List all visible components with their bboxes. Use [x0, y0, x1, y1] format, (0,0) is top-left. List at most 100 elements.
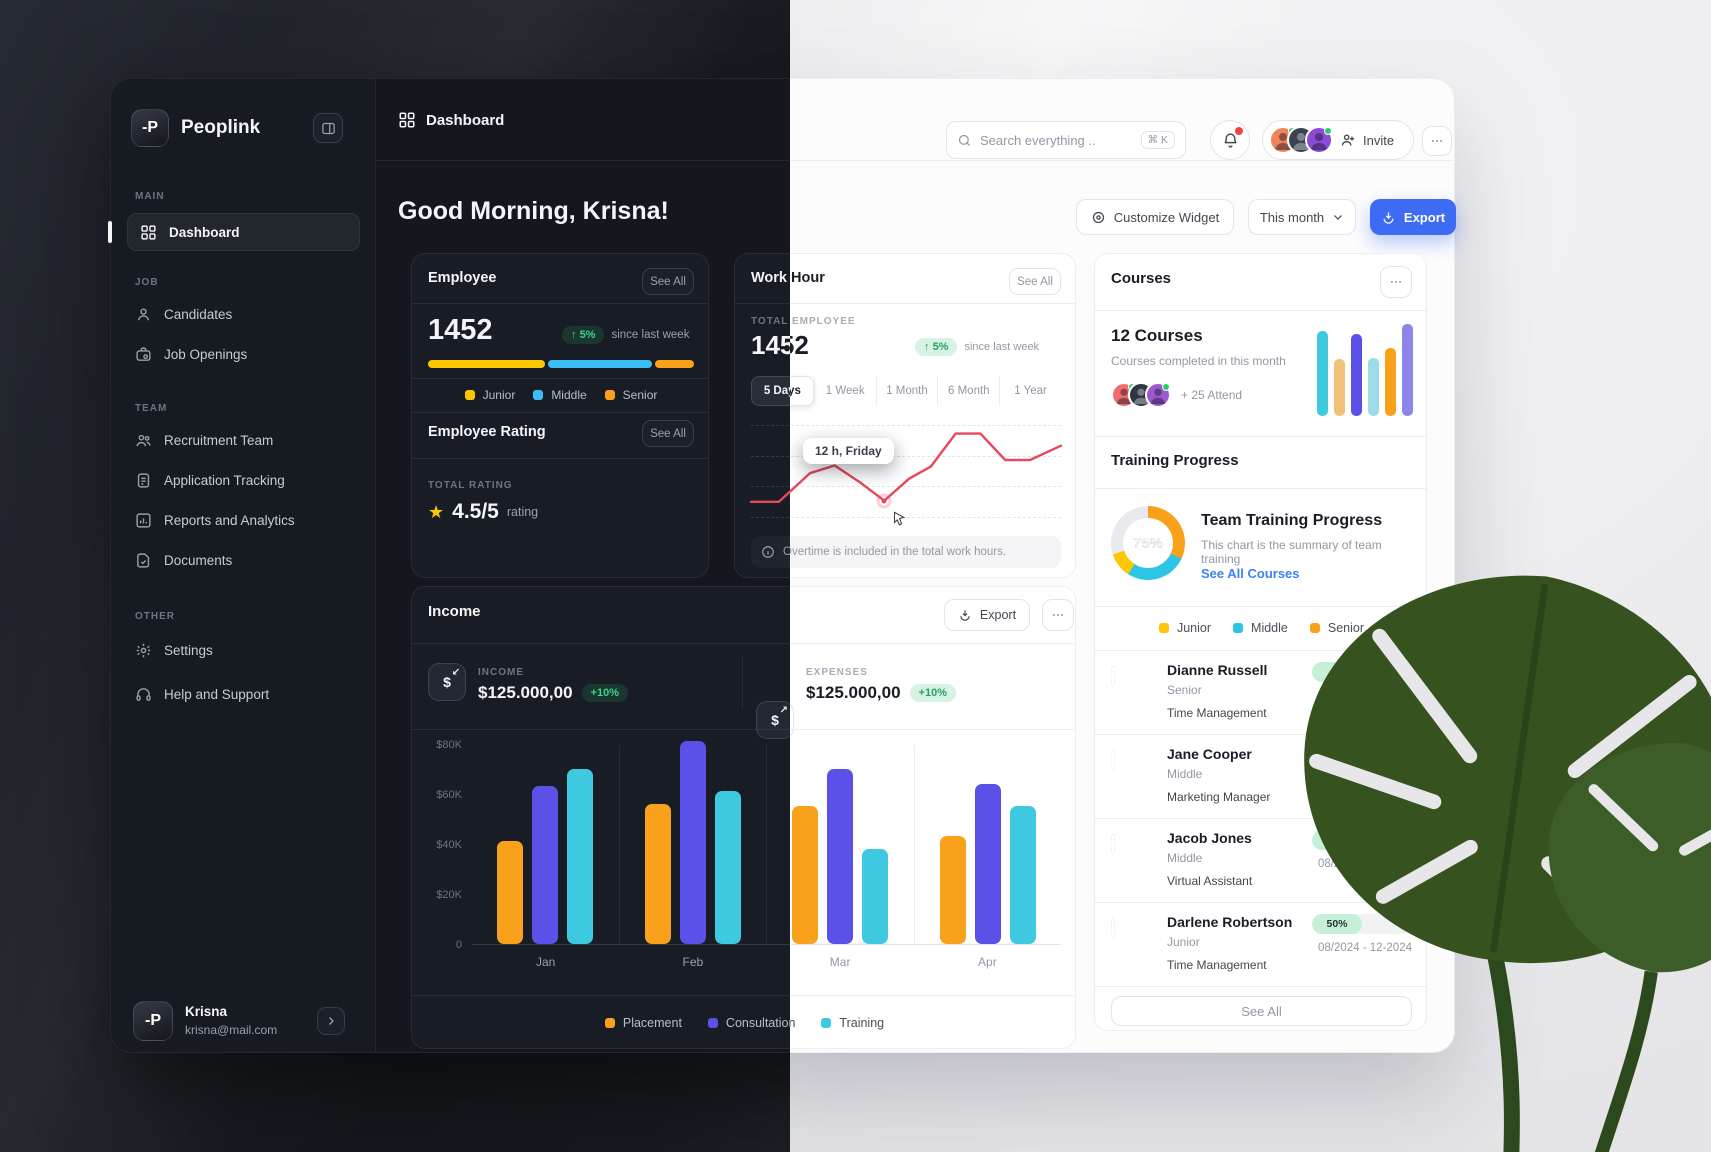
sidebar-item-application-tracking[interactable]: Application Tracking: [135, 467, 285, 493]
see-all-courses-link[interactable]: See All Courses: [1201, 566, 1300, 581]
customize-icon: [1092, 211, 1104, 223]
income-bar-group: [472, 745, 619, 944]
sidebar-item-label: Application Tracking: [164, 472, 285, 488]
team-training-title: Team Training Progress: [1201, 512, 1383, 529]
sidebar-item-dashboard[interactable]: Dashboard: [127, 213, 360, 251]
trainee-level: Middle: [1167, 851, 1203, 865]
tab-1-month[interactable]: 1 Month: [875, 376, 938, 406]
invite-button[interactable]: Invite: [1262, 120, 1414, 160]
employee-see-all-button[interactable]: See All: [642, 268, 694, 295]
employee-total: 1452: [428, 314, 493, 346]
courses-mini-bar: [1385, 348, 1396, 416]
sidebar: -P Peoplink MAIN Dashboard JOB Candidate…: [108, 79, 376, 1052]
sidebar-item-settings[interactable]: Settings: [135, 637, 213, 663]
income-export-button[interactable]: Export: [944, 599, 1030, 631]
sidebar-item-documents[interactable]: Documents: [135, 547, 232, 573]
middle-legend-dot: [1233, 623, 1244, 633]
divider: [412, 458, 708, 459]
courses-subtitle: Courses completed in this month: [1111, 354, 1286, 368]
person-icon: [137, 307, 150, 320]
employee-rating-title: Employee Rating: [428, 424, 546, 440]
trainee-role: Marketing Manager: [1167, 790, 1271, 804]
income-delta-badge: +10%: [581, 684, 628, 702]
customize-widget-button[interactable]: Customize Widget: [1076, 199, 1234, 235]
income-title: Income: [428, 603, 481, 620]
work-hour-see-all-button[interactable]: See All: [1009, 268, 1061, 295]
divider: [742, 657, 743, 709]
employee-delta: 5%: [579, 329, 596, 341]
gridline: [790, 455, 1061, 457]
main-area: Dashboard ⌘ K: [751, 79, 1456, 1052]
courses-more-button[interactable]: [1380, 266, 1412, 298]
trainee-role: Time Management: [1167, 958, 1267, 972]
sidebar-item-candidates[interactable]: Candidates: [135, 301, 232, 327]
tab-5-days[interactable]: 5 Days: [790, 376, 814, 406]
period-select[interactable]: This month: [1248, 199, 1356, 235]
work-hour-title: Work Hour: [790, 270, 825, 286]
rating-see-all-button[interactable]: See All: [642, 420, 694, 447]
placement-legend-dot: [604, 1017, 615, 1028]
income-y-axis: $80K $60K $40K $20K 0: [418, 739, 462, 951]
income-bar: [862, 849, 889, 944]
sidebar-item-label: Job Openings: [164, 346, 248, 362]
ellipsis-icon: [1431, 140, 1443, 142]
arrow-in-icon: ↙: [451, 667, 460, 678]
sidebar-item-job-openings[interactable]: Job Openings: [135, 341, 247, 367]
sidebar-item-recruitment-team[interactable]: Recruitment Team: [135, 427, 273, 453]
sidebar-item-label: Help and Support: [164, 686, 270, 702]
employee-delta-badge: ↑ 5%: [562, 326, 605, 344]
courses-title: Courses: [1111, 270, 1172, 287]
sidebar-item-label: Settings: [164, 642, 213, 658]
sidebar-item-help-support[interactable]: Help and Support: [135, 681, 269, 707]
work-hour-delta-note: since last week: [964, 341, 1040, 353]
income-x-label: Jan: [535, 955, 556, 969]
trainee-name: Darlene Robertson: [1167, 914, 1293, 930]
tab-1-week[interactable]: 1 Week: [813, 376, 876, 406]
trainee-level: Middle: [1167, 767, 1203, 781]
trainee-avatar: [1111, 750, 1115, 771]
income-bar-group: [913, 745, 1062, 944]
courses-see-all-button[interactable]: See All: [1111, 996, 1412, 1026]
team-avatars: [1269, 126, 1333, 154]
page-grid-icon: [399, 112, 415, 128]
employee-delta-note: since last week: [611, 329, 690, 341]
notifications-button[interactable]: [1210, 120, 1250, 160]
work-hour-line-svg: [751, 416, 1061, 526]
gridline: [790, 486, 1061, 488]
senior-legend-dot: [1309, 623, 1320, 633]
user-menu-button[interactable]: [317, 1007, 345, 1035]
divider: [412, 729, 1075, 730]
search-input[interactable]: [980, 132, 1133, 148]
sidebar-section-job: JOB: [135, 277, 159, 288]
senior-legend-dot: [604, 390, 615, 400]
search-icon: [958, 134, 970, 146]
expenses-label: EXPENSES: [806, 667, 868, 678]
sidebar-collapse-button[interactable]: [313, 113, 343, 143]
training-legend-dot: [821, 1017, 832, 1028]
work-hour-card: Work Hour See All TOTAL EMPLOYEE 1452 ↑ …: [751, 253, 1076, 578]
divider: [1095, 650, 1426, 651]
middle-bar-segment: [548, 360, 652, 368]
tab-1-year[interactable]: 1 Year: [999, 376, 1061, 406]
invite-label: Invite: [1363, 132, 1395, 148]
gridline: [790, 424, 1061, 426]
donut-percent: 75%: [1132, 534, 1164, 552]
employee-card: Employee See All 1452 ↑ 5% since last we…: [411, 253, 709, 578]
income-icon-tile: $ ↙: [428, 663, 466, 701]
brand-logo: -P: [131, 109, 169, 147]
dashboard-grid-icon: [141, 224, 156, 240]
consultation-legend-label: Consultation: [790, 1016, 795, 1030]
courses-mini-bar: [1402, 324, 1413, 416]
notification-dot: [1235, 127, 1243, 135]
senior-bar-segment: [655, 360, 694, 368]
income-x-labels: JanFebMarApr: [790, 955, 1061, 969]
header-more-button[interactable]: [1422, 126, 1452, 156]
tab-6-month[interactable]: 6 Month: [937, 376, 999, 406]
middle-legend-label: Middle: [1251, 621, 1288, 635]
sidebar-item-reports-analytics[interactable]: Reports and Analytics: [135, 507, 295, 533]
export-button[interactable]: Export: [1370, 199, 1456, 235]
courses-mini-bar: [1368, 358, 1379, 416]
trainee-avatar: [1111, 834, 1115, 855]
trainee-name: Jane Cooper: [1167, 746, 1252, 762]
income-more-button[interactable]: [1042, 599, 1074, 631]
